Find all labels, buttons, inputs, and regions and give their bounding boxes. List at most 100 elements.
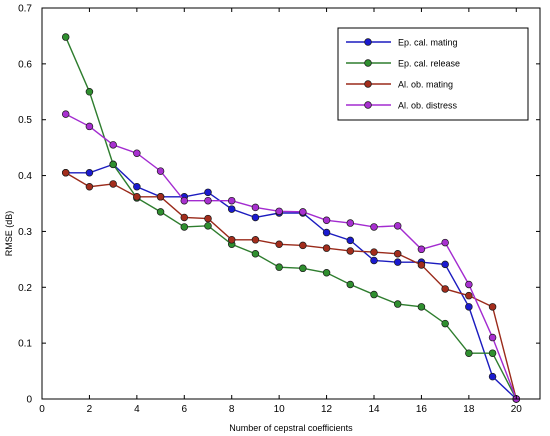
- data-point: [251, 213, 260, 222]
- series-line: [65, 163, 517, 400]
- data-point: [417, 303, 426, 311]
- data-point: [61, 169, 70, 177]
- x-tick-label: 18: [463, 404, 475, 415]
- x-tick-label: 0: [39, 404, 45, 415]
- plot-area: [61, 33, 521, 403]
- data-point: [251, 250, 260, 258]
- data-point: [393, 222, 402, 230]
- data-point: [441, 238, 449, 247]
- data-point: [85, 169, 94, 177]
- data-point: [346, 280, 355, 289]
- data-point: [133, 193, 141, 201]
- data-point: [204, 214, 212, 223]
- data-point: [417, 261, 426, 269]
- data-point: [299, 264, 307, 273]
- data-point: [346, 219, 355, 227]
- data-point: [322, 269, 331, 277]
- data-point: [85, 182, 94, 191]
- data-point: [133, 149, 141, 157]
- data-point: [251, 203, 260, 212]
- x-tick-label: 6: [182, 404, 188, 415]
- y-tick-label: 0.1: [18, 339, 32, 350]
- legend-entry: Al. ob. mating: [346, 80, 453, 90]
- legend: Ep. cal. mating Ep. cal. release Al. ob. m…: [337, 27, 529, 121]
- data-point: [370, 256, 378, 265]
- x-tick-label: 4: [134, 404, 140, 415]
- legend-label: Al. ob. distress: [398, 101, 458, 111]
- data-point: [346, 247, 355, 255]
- data-point: [441, 260, 449, 269]
- y-tick-label: 0.7: [18, 4, 32, 15]
- data-point: [465, 303, 473, 311]
- y-tick-label: 0.6: [18, 59, 32, 70]
- legend-label: Ep. cal. mating: [398, 38, 458, 48]
- data-point: [275, 263, 283, 271]
- legend-entry: Ep. cal. mating: [346, 38, 458, 48]
- plot-frame: [41, 7, 541, 400]
- data-point: [465, 291, 473, 300]
- data-point: [346, 236, 355, 245]
- x-tick-label: 12: [321, 404, 333, 415]
- y-tick-label: 0.3: [18, 227, 32, 238]
- y-tick-label: 0.5: [18, 115, 32, 126]
- legend-marker: [364, 38, 372, 46]
- data-point: [61, 110, 70, 118]
- x-tick-label: 8: [229, 404, 235, 415]
- data-point: [204, 196, 212, 205]
- data-point: [227, 205, 236, 213]
- x-tick-label: 10: [274, 404, 286, 415]
- data-point: [488, 303, 497, 311]
- data-point: [299, 208, 307, 216]
- x-axis-title: Number of cepstral coefficients: [229, 423, 353, 433]
- data-point: [393, 250, 402, 258]
- data-point: [322, 244, 331, 252]
- legend-label: Al. ob. mating: [398, 80, 453, 90]
- data-point: [204, 222, 212, 230]
- series-line: [65, 113, 517, 400]
- data-point: [441, 285, 449, 293]
- x-tick-label: 14: [368, 404, 380, 415]
- x-tick-label: 20: [511, 404, 523, 415]
- x-tick-label: 2: [87, 404, 93, 415]
- legend-marker: [364, 59, 372, 67]
- data-point: [393, 258, 402, 266]
- data-point: [370, 248, 378, 256]
- data-point: [156, 208, 165, 216]
- data-point: [322, 228, 331, 237]
- data-point: [180, 213, 189, 222]
- data-point: [180, 196, 189, 205]
- legend-label: Ep. cal. release: [398, 59, 460, 69]
- data-point: [204, 188, 212, 197]
- data-point: [251, 236, 260, 244]
- series-line: [65, 36, 517, 400]
- data-point: [488, 372, 497, 381]
- data-point: [61, 33, 70, 41]
- legend-marker: [364, 101, 372, 109]
- data-point: [393, 300, 402, 308]
- data-point: [299, 241, 307, 250]
- data-point: [370, 290, 378, 299]
- data-point: [465, 280, 473, 289]
- x-tick-label: 16: [416, 404, 428, 415]
- data-point: [109, 180, 117, 188]
- data-point: [156, 193, 165, 201]
- data-point: [417, 245, 426, 254]
- legend-entry: Al. ob. distress: [346, 101, 458, 111]
- y-axis-title: RMSE (dB): [4, 211, 14, 257]
- legend-entry: Ep. cal. release: [346, 59, 460, 69]
- data-point: [441, 319, 449, 328]
- data-point: [133, 182, 141, 191]
- data-point: [488, 349, 497, 357]
- data-point: [109, 160, 117, 169]
- data-point: [109, 141, 117, 149]
- data-point: [85, 88, 94, 96]
- data-point: [275, 240, 283, 249]
- legend-marker: [364, 80, 372, 88]
- series-2: [61, 169, 521, 403]
- axis-ticks: 0 2 4 6 8 10 12 14 16 18 20 0 0.1 0.2 0.3 0.4 0.5 0.6 0.7: [18, 4, 540, 415]
- data-point: [275, 207, 283, 216]
- y-tick-label: 0: [26, 395, 32, 406]
- data-point: [227, 236, 236, 244]
- data-point: [488, 333, 497, 342]
